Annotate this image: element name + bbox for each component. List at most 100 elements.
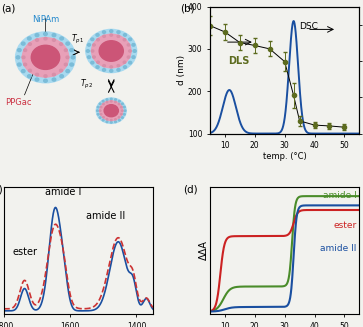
Circle shape [60,37,64,40]
Circle shape [96,98,126,123]
Circle shape [106,101,108,103]
Circle shape [93,56,95,58]
X-axis label: temp. (°C): temp. (°C) [263,152,306,161]
Circle shape [103,35,105,37]
Circle shape [110,34,113,36]
Text: amide I: amide I [45,186,82,197]
Circle shape [121,114,122,115]
Circle shape [86,29,136,73]
Circle shape [117,31,120,33]
Circle shape [91,38,94,41]
Circle shape [66,70,70,73]
Circle shape [35,34,39,37]
Circle shape [28,75,31,78]
Circle shape [106,121,108,123]
Circle shape [123,39,126,41]
Text: (a): (a) [1,4,15,14]
Text: (d): (d) [183,184,197,194]
Circle shape [133,50,136,52]
Text: amide I: amide I [323,191,356,200]
Circle shape [99,117,101,118]
Circle shape [122,103,123,105]
Circle shape [17,49,21,52]
Circle shape [21,42,25,45]
Circle shape [99,41,123,61]
Text: ester: ester [333,221,356,230]
Circle shape [103,117,104,118]
Text: DSC: DSC [299,23,318,31]
Circle shape [93,44,95,46]
Circle shape [22,38,69,77]
Circle shape [44,32,47,36]
Circle shape [71,56,75,59]
Circle shape [110,30,113,32]
Circle shape [123,66,127,68]
Circle shape [91,61,94,64]
Text: amide II: amide II [320,244,356,253]
Circle shape [102,31,106,33]
Circle shape [103,103,104,105]
Circle shape [22,56,25,59]
Circle shape [52,73,56,76]
Circle shape [123,106,125,108]
Circle shape [127,56,130,58]
Text: $T_{p2}$: $T_{p2}$ [80,78,93,91]
Circle shape [97,39,99,41]
Circle shape [35,78,39,81]
Circle shape [118,119,120,121]
Circle shape [129,50,131,52]
Circle shape [52,39,56,41]
Circle shape [96,34,99,36]
Circle shape [86,50,89,52]
Circle shape [115,101,116,103]
Circle shape [97,113,99,115]
Circle shape [64,49,67,51]
Text: (b): (b) [180,4,195,14]
Circle shape [28,37,31,40]
Circle shape [117,65,120,67]
Circle shape [129,61,132,64]
Circle shape [118,117,120,118]
Circle shape [99,103,101,105]
Circle shape [110,98,112,100]
Circle shape [123,61,126,63]
Circle shape [87,56,90,59]
Circle shape [110,66,113,68]
Circle shape [91,50,94,52]
Circle shape [110,119,112,121]
Circle shape [115,119,116,120]
Circle shape [118,100,120,102]
Circle shape [87,43,90,46]
Circle shape [99,110,101,111]
Circle shape [106,99,108,100]
Circle shape [70,63,73,66]
Circle shape [100,114,102,115]
Circle shape [17,63,21,66]
Circle shape [66,56,69,59]
Circle shape [127,44,130,46]
Circle shape [103,65,105,67]
Circle shape [97,61,99,63]
Text: ester: ester [13,248,38,257]
Circle shape [122,117,123,118]
Circle shape [24,63,26,66]
Circle shape [115,99,117,100]
Circle shape [28,43,32,45]
Circle shape [123,113,125,115]
Circle shape [66,42,70,45]
Circle shape [110,70,113,72]
Y-axis label: d (nm): d (nm) [177,55,186,85]
Circle shape [129,38,132,41]
Circle shape [44,37,47,40]
Text: DLS: DLS [228,56,249,66]
Circle shape [16,32,76,83]
Circle shape [70,49,73,52]
Circle shape [44,75,47,77]
Circle shape [28,69,32,72]
Circle shape [118,103,120,105]
Circle shape [124,110,126,112]
Circle shape [106,119,108,120]
Circle shape [31,45,60,69]
Circle shape [24,49,26,51]
Circle shape [104,105,118,117]
